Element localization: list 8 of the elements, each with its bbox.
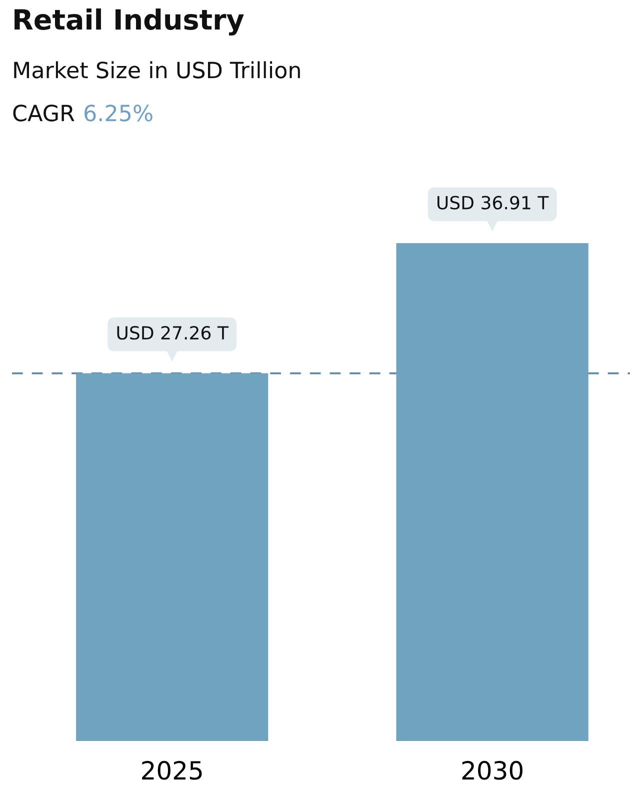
chart-title: Retail Industry	[14, 8, 244, 36]
data-label: USD 36.91 T	[437, 196, 549, 210]
x-tick-label: 2025	[142, 760, 202, 780]
data-label: USD 27.26 T	[117, 326, 229, 340]
x-tick-label: 2030	[462, 760, 522, 780]
chart-subtitle: Market Size in USD Trillion	[14, 61, 300, 78]
text: 6.25%	[84, 104, 152, 122]
text: CAGR	[13, 104, 74, 122]
